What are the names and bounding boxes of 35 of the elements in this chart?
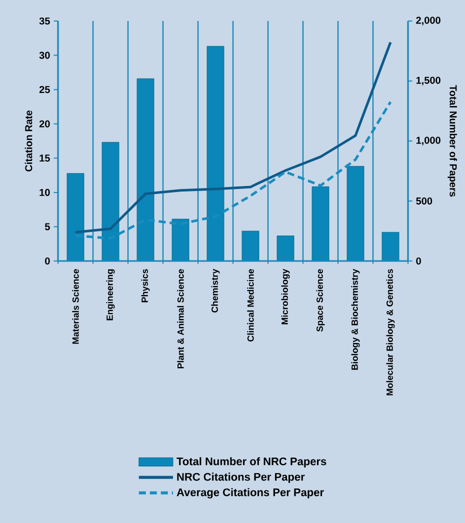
y-tick-label: 0 [45,257,50,265]
y2-tick-label: 1,000 [416,136,440,146]
y2-tick-label: 0 [416,257,421,265]
y-tick-label: 15 [40,154,50,162]
y-tick-label: 35 [39,17,50,25]
legend-label: Total Number of NRC Papers [176,457,326,468]
x-tick-label: Chemistry [211,268,220,312]
line-series [74,100,392,240]
y-axis-title: Citation Rate [24,110,32,172]
bar [242,230,260,262]
x-tick-label: Materials Science [72,269,79,344]
y2-tick-label: 500 [416,197,432,205]
y-tick-label: 20 [39,120,50,128]
legend-label: NRC Citations Per Paper [177,472,305,483]
y-tick-label: 25 [39,86,50,94]
x-tick-label: Molecular Biology & Genetics [386,269,395,396]
legend-label: Average Citations Per Paper [176,488,324,498]
bar [346,166,364,262]
x-tick-label: Space Science [316,269,325,332]
x-tick-label: Physics [141,269,150,302]
bar [276,236,294,262]
bar [312,186,330,262]
y2-axis-title: Total Number of Papers [448,85,458,197]
y-tick-label: 10 [40,188,50,196]
y-tick-label: 30 [39,52,50,59]
y2-tick-label: 1,500 [416,76,440,86]
x-tick-label: Plant & Animal Science [177,269,184,368]
bar [172,218,190,262]
x-tick-label: Biology & Biochemistry [351,268,360,370]
x-tick-label: Engineering [106,269,115,320]
y2-tick-label: 2,000 [416,16,440,26]
x-tick-label: Microbiology [281,268,290,324]
y-tick-label: 5 [44,223,50,230]
x-tick-label: Clinical Medicine [247,269,254,342]
bar [382,232,400,262]
